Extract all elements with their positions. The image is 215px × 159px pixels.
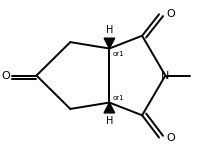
Text: O: O	[166, 9, 175, 18]
Text: O: O	[1, 71, 10, 80]
Text: N: N	[161, 71, 170, 80]
Polygon shape	[104, 38, 115, 48]
Text: H: H	[106, 116, 113, 126]
Polygon shape	[104, 103, 115, 113]
Text: O: O	[166, 133, 175, 143]
Text: H: H	[106, 25, 113, 35]
Text: or1: or1	[112, 51, 124, 57]
Text: or1: or1	[112, 95, 124, 101]
